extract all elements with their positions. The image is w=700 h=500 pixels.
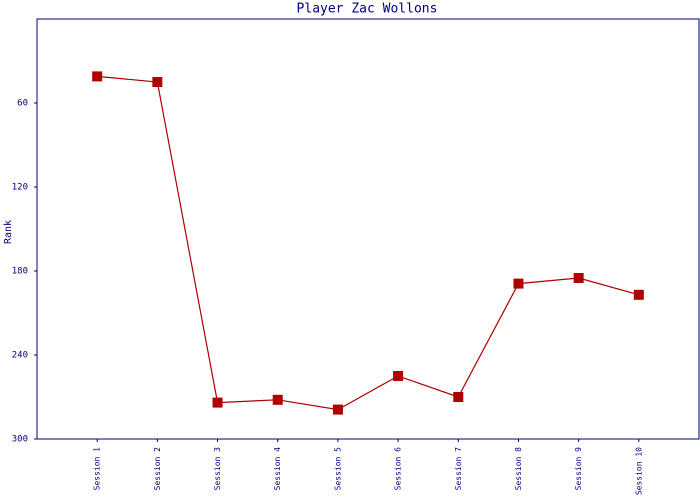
marker: [212, 397, 223, 408]
marker: [152, 77, 163, 87]
x-tick-label: Session 6: [394, 447, 403, 491]
y-axis-label: Rank: [3, 220, 14, 244]
x-tick-label: Session 3: [213, 447, 222, 491]
marker: [92, 71, 103, 82]
line: [97, 75, 639, 411]
marker: [633, 289, 644, 300]
x-tick-label: Session 7: [454, 447, 463, 491]
x-tick-label: Session 10: [634, 447, 643, 495]
y-tick-label: 180: [12, 267, 28, 277]
marker: [513, 278, 524, 289]
marker: [272, 394, 283, 405]
chart-title: Player Zac Wollons: [297, 2, 438, 17]
y-tick-label: 300: [12, 435, 28, 445]
marker: [393, 371, 404, 381]
x-tick-label: Session 2: [153, 447, 162, 491]
x-tick-label: Session 8: [514, 447, 523, 491]
x-tick-label: Session 5: [333, 447, 342, 491]
x-tick-label: Session 9: [574, 447, 583, 491]
y-tick-label: 60: [17, 99, 28, 109]
plot-frame: [36, 18, 700, 440]
y-tick-label: 120: [12, 183, 28, 193]
marker: [332, 404, 343, 415]
y-tick-label: 240: [12, 351, 28, 361]
x-tick-label: Session 4: [273, 447, 282, 491]
marker: [453, 392, 464, 402]
x-tick-label: Session 1: [93, 447, 102, 491]
marker: [573, 273, 584, 283]
